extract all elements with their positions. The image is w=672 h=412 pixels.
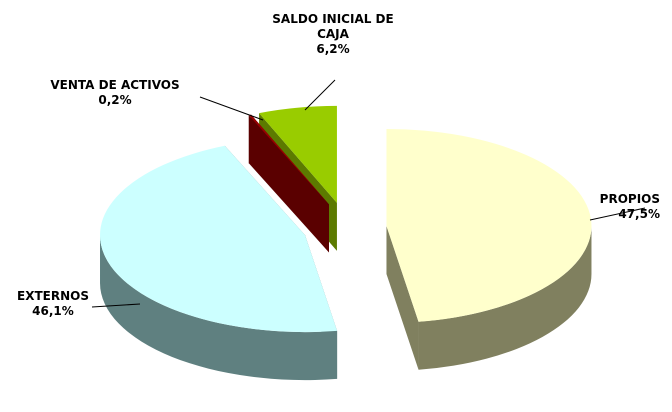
pie-slice (100, 145, 338, 333)
pie-slice (259, 105, 337, 203)
pie-slice (386, 128, 592, 322)
pie-slice (248, 114, 329, 205)
slice-wall (386, 225, 419, 370)
leader-line (91, 303, 141, 308)
value-label: 6,2% (316, 42, 350, 56)
leader-line (304, 79, 336, 111)
slice-wall (251, 114, 329, 253)
value-label: 46,1% (32, 304, 74, 318)
slice-side (100, 235, 338, 381)
category-name: EXTERNOS (17, 289, 89, 303)
slice-label: SALDO INICIAL DE CAJA 6,2% (258, 12, 408, 57)
category-name: SALDO INICIAL DE CAJA (272, 12, 394, 41)
slice-label: VENTA DE ACTIVOS 0,2% (40, 78, 190, 108)
slice-label: EXTERNOS 46,1% (8, 289, 98, 319)
value-label: 47,5% (618, 207, 660, 221)
category-name: PROPIOS (599, 192, 660, 206)
slice-side (418, 225, 592, 370)
leader-line (589, 207, 646, 221)
slice-label: PROPIOS 47,5% (560, 192, 660, 222)
category-name: VENTA DE ACTIVOS (50, 78, 180, 92)
value-label: 0,2% (98, 93, 132, 107)
leader-line (199, 96, 264, 121)
